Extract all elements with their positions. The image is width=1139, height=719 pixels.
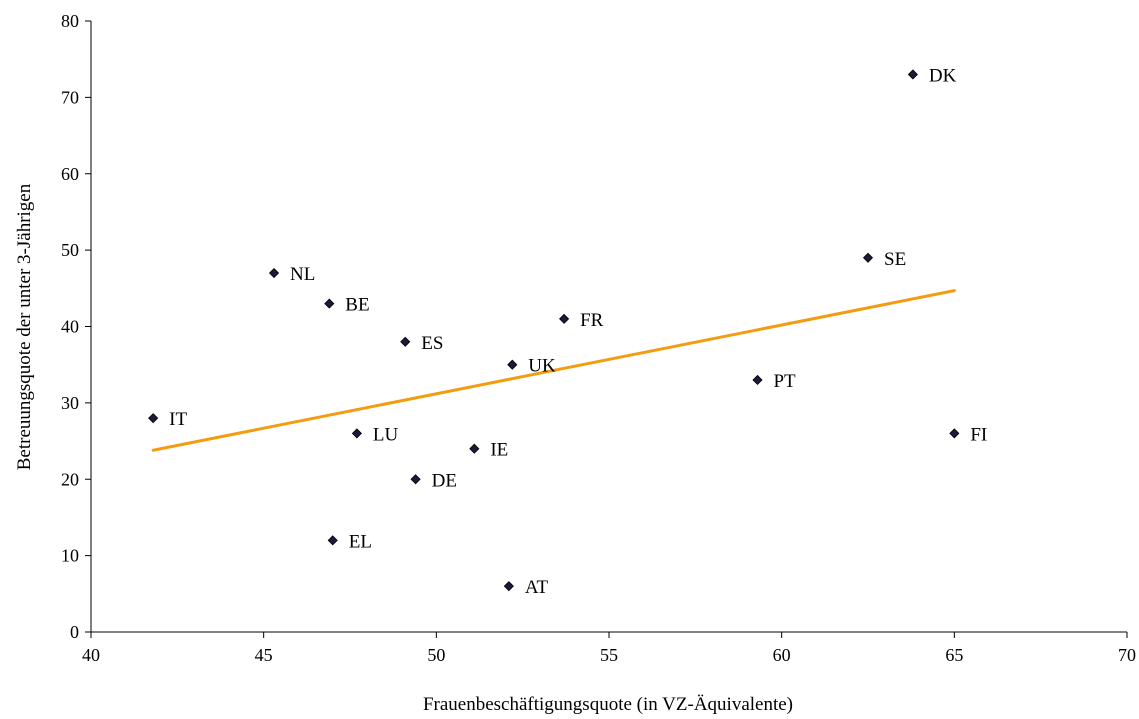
data-label-el: EL [349, 531, 372, 552]
data-point-it [148, 413, 159, 424]
data-point-ie [469, 443, 480, 454]
x-tick-label: 65 [945, 645, 963, 665]
x-tick-label: 60 [773, 645, 791, 665]
data-point-fr [559, 313, 570, 324]
y-tick-label: 10 [61, 546, 79, 566]
x-tick-label: 55 [600, 645, 618, 665]
data-point-es [400, 336, 411, 347]
y-tick-label: 30 [61, 393, 79, 413]
x-tick-label: 70 [1118, 645, 1136, 665]
data-point-be [324, 298, 335, 309]
y-tick-label: 20 [61, 469, 79, 489]
data-point-fi [949, 428, 960, 439]
data-label-nl: NL [290, 264, 315, 285]
data-label-ie: IE [490, 440, 508, 461]
data-point-pt [752, 374, 763, 386]
y-tick-label: 40 [61, 317, 79, 337]
y-tick-label: 70 [61, 87, 79, 107]
y-axis-title: Betreuungsquote der unter 3-Jährigen [14, 183, 35, 470]
x-tick-label: 40 [82, 645, 100, 665]
data-label-at: AT [525, 577, 549, 598]
y-tick-label: 0 [70, 622, 79, 642]
data-label-be: BE [345, 295, 369, 316]
y-tick-label: 50 [61, 240, 79, 260]
x-axis-title: Frauenbeschäftigungsquote (in VZ-Äquival… [423, 694, 793, 715]
data-label-fi: FI [970, 424, 987, 445]
x-tick-label: 50 [427, 645, 445, 665]
data-label-lu: LU [373, 424, 399, 445]
data-point-el [327, 535, 338, 546]
data-point-lu [351, 428, 362, 439]
data-label-uk: UK [528, 356, 556, 377]
data-label-it: IT [169, 409, 187, 430]
trendline-group [151, 289, 956, 452]
data-point-at [503, 581, 514, 592]
data-label-dk: DK [929, 65, 957, 86]
y-tick-label: 60 [61, 164, 79, 184]
data-point-se [862, 252, 874, 263]
x-tick-label: 45 [255, 645, 273, 665]
data-label-fr: FR [580, 310, 604, 331]
data-point-nl [268, 267, 280, 279]
data-label-de: DE [432, 470, 457, 491]
y-tick-label: 80 [61, 11, 79, 31]
data-point-uk [507, 359, 518, 370]
trendline [151, 289, 956, 452]
data-label-se: SE [884, 249, 906, 270]
data-points: DK SE NL BE FR ES UK PT IT LU FI IE DE EL AT [148, 65, 987, 598]
data-label-es: ES [421, 333, 443, 354]
data-label-pt: PT [773, 371, 796, 392]
data-point-de [410, 474, 421, 485]
axes: 0 10 20 30 40 50 60 70 80 40 45 50 55 60 65 70 [61, 11, 1136, 665]
data-point-dk [907, 69, 918, 80]
